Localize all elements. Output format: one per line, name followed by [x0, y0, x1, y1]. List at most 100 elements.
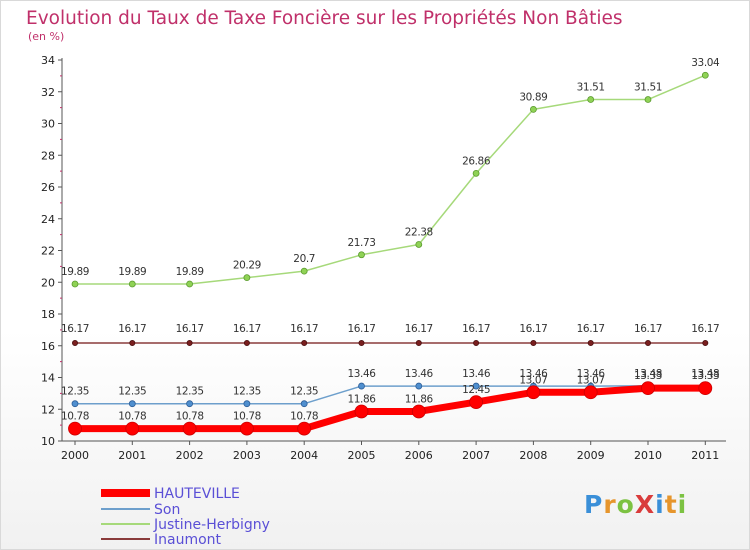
y-tick-label: 34 [41, 54, 55, 67]
data-point [71, 280, 79, 288]
data-label: 10.78 [118, 411, 146, 423]
y-tick-label: 26 [41, 181, 55, 194]
data-point [358, 251, 365, 259]
data-label: 19.89 [176, 266, 204, 278]
data-label: 13.46 [519, 368, 548, 380]
series-layer [68, 71, 713, 436]
data-label: 13.46 [577, 368, 606, 380]
data-label: 16.17 [347, 323, 375, 335]
data-label: 10.78 [290, 411, 318, 423]
data-label: 12.35 [290, 386, 318, 398]
data-point [530, 340, 537, 347]
data-point [300, 267, 308, 275]
data-label: 16.17 [61, 323, 89, 335]
data-point [698, 381, 713, 396]
logo-letter: i [677, 490, 688, 519]
axes: 10 12 14 16 18 20 22 24 26 28 30 32 34 2000 2001 2002 20… [41, 54, 726, 462]
y-tick-label: 12 [41, 403, 55, 416]
data-label: 13.48 [634, 368, 662, 380]
x-tick-label: 2003 [233, 449, 261, 462]
data-label: 16.17 [176, 323, 204, 335]
data-point [186, 400, 194, 408]
x-tick-label: 2010 [634, 449, 662, 462]
data-label: 12.35 [233, 386, 261, 398]
x-tick-label: 2009 [577, 449, 605, 462]
data-label: 16.17 [290, 323, 318, 335]
x-tick-label: 2008 [519, 449, 547, 462]
data-point [411, 404, 426, 419]
data-point [702, 340, 709, 347]
series-inaumont [72, 340, 709, 347]
data-label: 19.89 [118, 266, 146, 278]
series-son [71, 382, 709, 408]
data-label: 11.86 [405, 393, 434, 405]
proxiti-logo: ProXiti [584, 490, 687, 519]
logo-letter: i [655, 490, 665, 519]
data-label: 12.35 [61, 386, 89, 398]
data-point [472, 382, 480, 390]
legend-label: Son [154, 502, 180, 518]
data-point [583, 385, 598, 400]
data-label: 11.86 [347, 393, 376, 405]
chart-title: Evolution du Taux de Taxe Foncière sur l… [26, 8, 623, 29]
y-tick-label: 28 [41, 149, 55, 162]
data-label: 30.89 [519, 91, 547, 103]
data-point [587, 340, 594, 347]
x-tick-label: 2006 [405, 449, 433, 462]
data-label: 13.48 [691, 368, 719, 380]
data-point [530, 105, 537, 113]
data-point [415, 241, 423, 248]
data-label: 16.17 [405, 323, 433, 335]
data-label: 10.78 [233, 411, 261, 423]
data-label: 33.04 [691, 57, 720, 69]
legend-label: Justine-Herbigny [153, 517, 270, 533]
data-point [125, 421, 140, 436]
data-label: 31.51 [577, 82, 605, 94]
data-label: 22.38 [405, 226, 433, 238]
x-tick-label: 2001 [118, 449, 146, 462]
data-label: 20.7 [293, 253, 315, 265]
data-point [472, 169, 480, 177]
legend-item: HAUTEVILLE [101, 486, 240, 502]
data-label: 13.46 [405, 368, 434, 380]
data-point [182, 421, 197, 436]
data-point [72, 340, 79, 347]
y-tick-label: 10 [41, 435, 55, 448]
data-label: 13.33 [634, 370, 662, 382]
data-label: 10.78 [176, 411, 204, 423]
data-point [701, 71, 709, 79]
y-tick-label: 18 [41, 308, 55, 321]
data-point [415, 340, 422, 347]
data-point [243, 400, 251, 408]
series-line [75, 384, 706, 433]
data-point [301, 340, 308, 347]
data-label: 19.89 [61, 266, 89, 278]
x-tick-label: 2005 [348, 449, 376, 462]
y-tick-label: 30 [41, 118, 55, 131]
logo-letter: r [603, 490, 617, 519]
data-point [587, 96, 595, 103]
data-label: 13.46 [462, 368, 491, 380]
data-point [644, 96, 652, 103]
data-point [243, 340, 250, 347]
x-tick-label: 2000 [61, 449, 89, 462]
data-point [297, 421, 312, 436]
unit-label: (en %) [28, 30, 64, 43]
logo-letter: P [584, 490, 604, 519]
y-tick-label: 24 [41, 213, 55, 226]
x-tick-label: 2002 [176, 449, 204, 462]
logo-letter: o [616, 490, 635, 519]
data-point [526, 385, 541, 400]
y-tick-label: 14 [41, 372, 55, 385]
data-labels: 19.89 19.89 19.89 20.29 20.7 21.73 22.38 26.86 3… [61, 57, 720, 422]
data-point [239, 421, 254, 436]
data-point [645, 340, 652, 347]
y-tick-label: 20 [41, 276, 55, 289]
data-label: 20.29 [233, 260, 261, 272]
x-tick-label: 2011 [691, 449, 719, 462]
y-tick-label: 22 [41, 245, 55, 258]
data-point [358, 340, 365, 347]
data-point [129, 340, 136, 347]
